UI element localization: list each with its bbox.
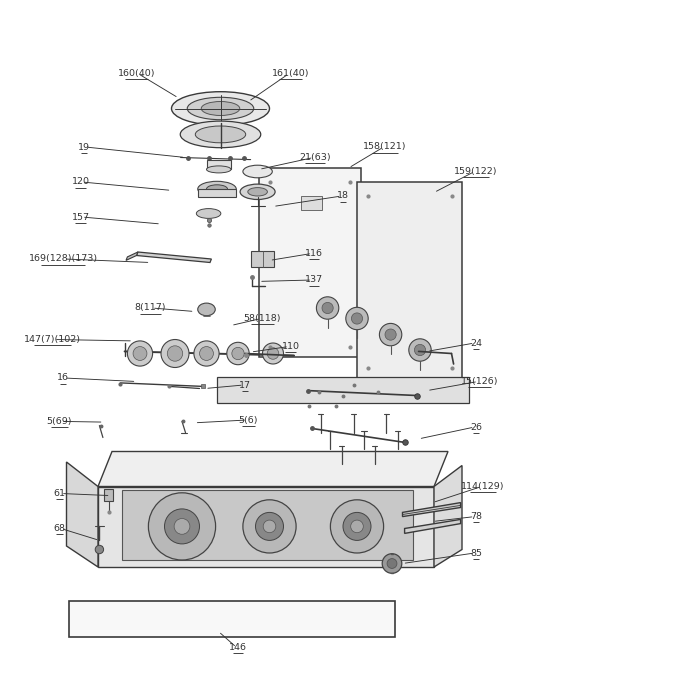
Text: 85: 85 — [470, 549, 482, 557]
Polygon shape — [126, 252, 138, 260]
Ellipse shape — [240, 184, 275, 199]
Circle shape — [148, 493, 216, 560]
Text: 158(121): 158(121) — [363, 143, 407, 151]
Circle shape — [379, 323, 402, 346]
Ellipse shape — [248, 188, 267, 196]
Ellipse shape — [206, 185, 228, 193]
Polygon shape — [217, 377, 469, 402]
Ellipse shape — [197, 303, 216, 316]
Circle shape — [199, 346, 213, 360]
Text: 24: 24 — [470, 339, 482, 347]
Text: 19: 19 — [78, 143, 90, 151]
Circle shape — [351, 520, 363, 533]
Polygon shape — [98, 486, 434, 567]
Circle shape — [167, 346, 183, 361]
Polygon shape — [206, 160, 231, 169]
Polygon shape — [251, 251, 274, 267]
Circle shape — [263, 520, 276, 533]
Ellipse shape — [196, 209, 221, 218]
Polygon shape — [136, 252, 211, 262]
Circle shape — [161, 340, 189, 368]
Ellipse shape — [181, 121, 260, 148]
Text: 169(128)(173): 169(128)(173) — [29, 255, 97, 263]
Polygon shape — [122, 490, 413, 560]
Circle shape — [95, 545, 104, 554]
Text: 78: 78 — [470, 512, 482, 521]
Text: 120: 120 — [71, 178, 90, 186]
Text: 159(122): 159(122) — [454, 167, 498, 176]
Text: 15(126): 15(126) — [461, 377, 498, 386]
Polygon shape — [402, 503, 461, 517]
Polygon shape — [259, 168, 360, 357]
Circle shape — [351, 313, 363, 324]
Text: 26: 26 — [470, 423, 482, 431]
Circle shape — [316, 297, 339, 319]
Circle shape — [227, 342, 249, 365]
Text: 157: 157 — [71, 213, 90, 221]
Ellipse shape — [202, 102, 239, 116]
Circle shape — [194, 341, 219, 366]
Text: 21(63): 21(63) — [299, 153, 331, 162]
Circle shape — [267, 348, 279, 359]
Circle shape — [256, 512, 284, 540]
Circle shape — [346, 307, 368, 330]
Ellipse shape — [188, 97, 253, 120]
Circle shape — [385, 329, 396, 340]
Text: 116: 116 — [304, 249, 323, 258]
Circle shape — [127, 341, 153, 366]
Polygon shape — [405, 519, 461, 533]
Circle shape — [133, 346, 147, 360]
Circle shape — [414, 344, 426, 356]
Text: 58(118): 58(118) — [244, 314, 281, 323]
Text: 161(40): 161(40) — [272, 69, 309, 78]
Circle shape — [322, 302, 333, 314]
Polygon shape — [434, 466, 462, 567]
Ellipse shape — [172, 92, 270, 125]
Text: 18: 18 — [337, 192, 349, 200]
Text: 146: 146 — [229, 643, 247, 652]
Polygon shape — [104, 489, 113, 500]
Polygon shape — [69, 601, 396, 637]
Text: 68: 68 — [53, 524, 66, 533]
Polygon shape — [198, 189, 236, 197]
Text: 8(117): 8(117) — [134, 304, 167, 312]
Circle shape — [262, 343, 284, 364]
Polygon shape — [301, 196, 322, 210]
Text: 110: 110 — [281, 342, 300, 351]
Text: 17: 17 — [239, 381, 251, 389]
Ellipse shape — [195, 126, 246, 143]
Ellipse shape — [206, 166, 231, 173]
Text: 147(7)(102): 147(7)(102) — [24, 335, 81, 344]
Circle shape — [330, 500, 384, 553]
Circle shape — [387, 559, 397, 568]
Circle shape — [343, 512, 371, 540]
Circle shape — [174, 519, 190, 534]
Text: 160(40): 160(40) — [118, 69, 155, 78]
Circle shape — [232, 347, 244, 360]
Polygon shape — [66, 462, 98, 567]
Text: 61: 61 — [53, 489, 66, 498]
Text: 114(129): 114(129) — [461, 482, 505, 491]
Ellipse shape — [197, 181, 237, 197]
Text: 5(69): 5(69) — [47, 417, 72, 426]
Circle shape — [382, 554, 402, 573]
Polygon shape — [98, 452, 448, 486]
Text: 16: 16 — [57, 374, 69, 382]
Polygon shape — [357, 182, 462, 378]
Ellipse shape — [243, 165, 272, 178]
Circle shape — [409, 339, 431, 361]
Text: 5(6): 5(6) — [239, 416, 258, 424]
Text: 137: 137 — [304, 276, 323, 284]
Circle shape — [243, 500, 296, 553]
Circle shape — [164, 509, 200, 544]
